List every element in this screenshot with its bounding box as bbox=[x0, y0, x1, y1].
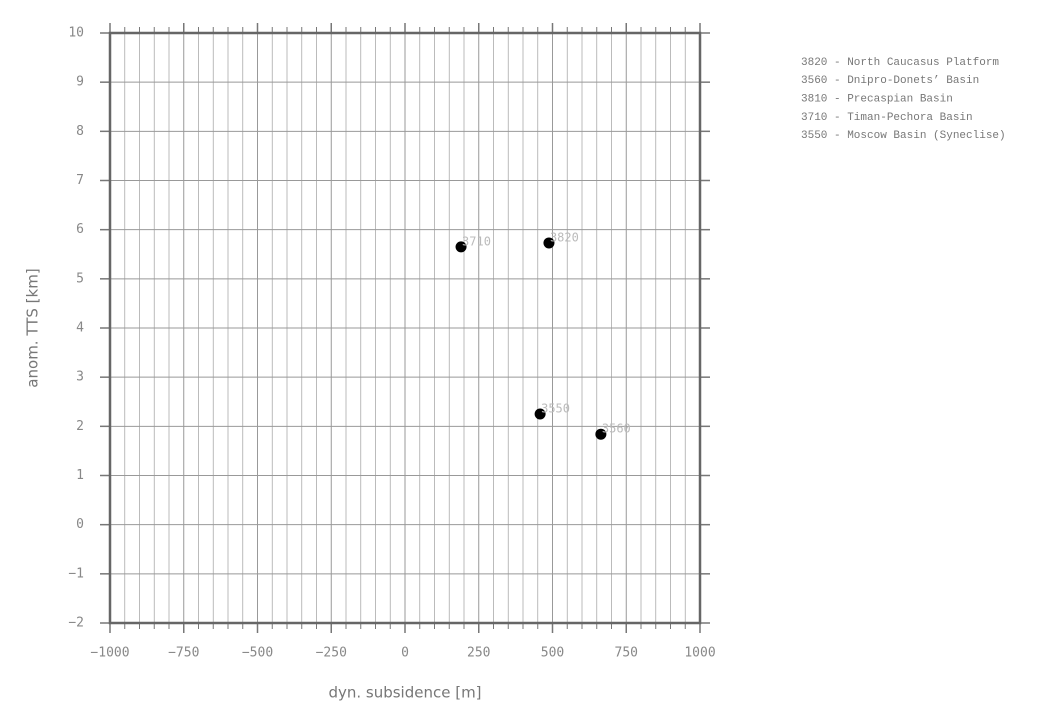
x-tick-label: 750 bbox=[615, 646, 638, 661]
legend-entry: 3820 - North Caucasus Platform bbox=[801, 57, 999, 69]
point-label: 3560 bbox=[602, 422, 631, 436]
legend-entry: 3810 - Precaspian Basin bbox=[801, 94, 953, 106]
x-tick-label: 1000 bbox=[684, 646, 715, 661]
legend-entry: 3710 - Timan-Pechora Basin bbox=[801, 112, 973, 124]
point-label: 3550 bbox=[541, 402, 570, 416]
x-tick-label: −750 bbox=[168, 646, 199, 661]
y-tick-label: −2 bbox=[68, 616, 84, 631]
y-tick-label: 8 bbox=[76, 124, 84, 139]
y-tick-label: 5 bbox=[76, 271, 84, 286]
point-label: 3820 bbox=[550, 230, 579, 244]
point bbox=[455, 241, 467, 253]
x-tick-label: 250 bbox=[467, 646, 490, 661]
y-tick-label: 10 bbox=[68, 26, 84, 41]
x-tick-label: −1000 bbox=[90, 646, 129, 661]
y-tick-label: 4 bbox=[76, 321, 84, 336]
y-tick-label: 6 bbox=[76, 222, 84, 237]
plot-frame bbox=[108, 31, 702, 625]
legend-entry: 3560 - Dnipro-Donets’ Basin bbox=[801, 75, 979, 87]
y-tick-label: 2 bbox=[76, 419, 84, 434]
point bbox=[543, 237, 555, 249]
point bbox=[595, 428, 607, 440]
x-tick-label: 0 bbox=[401, 646, 409, 661]
x-axis-label: dyn. subsidence [m] bbox=[328, 684, 481, 702]
x-tick-label: −250 bbox=[316, 646, 347, 661]
point bbox=[534, 408, 546, 420]
y-tick-label: 3 bbox=[76, 370, 84, 385]
y-tick-label: 9 bbox=[76, 75, 84, 90]
x-tick-label: 500 bbox=[541, 646, 564, 661]
y-tick-label: 0 bbox=[76, 517, 84, 532]
y-tick-label: 7 bbox=[76, 173, 84, 188]
y-tick-label: −1 bbox=[68, 566, 84, 581]
y-tick-label: 1 bbox=[76, 468, 84, 483]
point-label: 3710 bbox=[462, 234, 491, 248]
x-tick-label: −500 bbox=[242, 646, 273, 661]
y-axis-label: anom. TTS [km] bbox=[24, 268, 42, 387]
legend-entry: 3550 - Moscow Basin (Syneclise) bbox=[801, 130, 1006, 142]
